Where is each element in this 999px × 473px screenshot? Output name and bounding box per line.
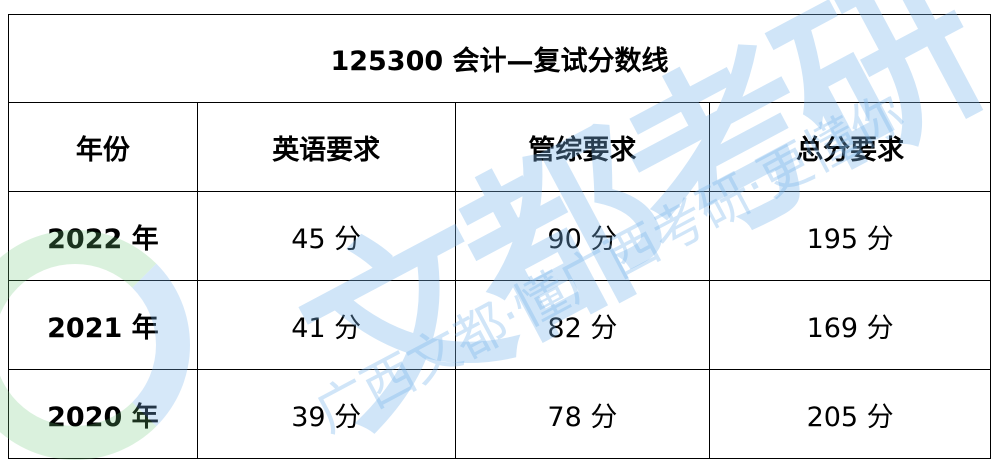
table-row: 2021 年 41 分 82 分 169 分 [8,280,991,370]
year-cell: 2020 年 [8,369,198,459]
management-cell: 78 分 [454,369,711,459]
table-title: 125300 会计—复试分数线 [8,14,991,103]
header-english: 英语要求 [196,102,456,192]
header-year: 年份 [8,102,198,192]
english-cell: 39 分 [196,369,456,459]
total-cell: 205 分 [709,369,991,459]
total-cell: 169 分 [709,280,991,370]
year-cell: 2021 年 [8,280,198,370]
management-cell: 90 分 [454,191,711,281]
header-management: 管综要求 [454,102,711,192]
score-table: 125300 会计—复试分数线 年份 英语要求 管综要求 总分要求 2022 年… [8,14,991,459]
management-cell: 82 分 [454,280,711,370]
english-cell: 45 分 [196,191,456,281]
table-row: 2022 年 45 分 90 分 195 分 [8,191,991,281]
header-row: 年份 英语要求 管综要求 总分要求 [8,102,991,192]
english-cell: 41 分 [196,280,456,370]
header-total: 总分要求 [709,102,991,192]
year-cell: 2022 年 [8,191,198,281]
total-cell: 195 分 [709,191,991,281]
table-row: 2020 年 39 分 78 分 205 分 [8,369,991,459]
